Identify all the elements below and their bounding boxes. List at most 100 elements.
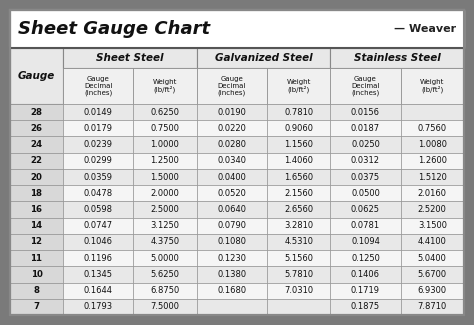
Bar	[10, 120, 63, 136]
Text: 1.2600: 1.2600	[418, 156, 447, 165]
Text: 0.0400: 0.0400	[218, 173, 246, 182]
Bar	[10, 282, 63, 299]
Text: 4.3750: 4.3750	[150, 238, 180, 246]
Text: Gauge
Decimal
(inches): Gauge Decimal (inches)	[84, 76, 112, 96]
Text: 2.1560: 2.1560	[284, 189, 313, 198]
Text: 6.9300: 6.9300	[418, 286, 447, 295]
Text: 0.0340: 0.0340	[217, 156, 246, 165]
Bar	[267, 250, 330, 266]
Text: 1.1560: 1.1560	[284, 140, 313, 149]
Bar	[197, 250, 267, 266]
Text: 0.1680: 0.1680	[217, 286, 246, 295]
Bar	[267, 169, 330, 185]
Text: 7.5000: 7.5000	[150, 302, 180, 311]
Bar	[330, 185, 401, 202]
Bar	[330, 218, 401, 234]
Bar	[267, 104, 330, 120]
Text: 0.1380: 0.1380	[217, 270, 246, 279]
Text: Stainless Steel: Stainless Steel	[354, 53, 440, 63]
Bar	[63, 299, 133, 315]
Text: 0.7810: 0.7810	[284, 108, 313, 117]
Text: 0.1793: 0.1793	[83, 302, 113, 311]
Text: 0.1644: 0.1644	[83, 286, 113, 295]
Bar	[401, 234, 464, 250]
Text: 0.0149: 0.0149	[84, 108, 113, 117]
Bar	[10, 48, 63, 104]
Bar	[267, 185, 330, 202]
Bar	[267, 218, 330, 234]
Bar	[133, 250, 197, 266]
Text: 2.0000: 2.0000	[151, 189, 180, 198]
Text: 5.6250: 5.6250	[150, 270, 180, 279]
Text: 7.0310: 7.0310	[284, 286, 313, 295]
Bar	[401, 282, 464, 299]
Text: 0.0747: 0.0747	[83, 221, 113, 230]
Bar	[330, 266, 401, 282]
Bar	[267, 266, 330, 282]
Text: 26: 26	[30, 124, 43, 133]
Bar	[267, 153, 330, 169]
Text: Galvanized Steel: Galvanized Steel	[215, 53, 312, 63]
Text: 0.7500: 0.7500	[150, 124, 180, 133]
Text: 0.0520: 0.0520	[218, 189, 246, 198]
Text: 0.1196: 0.1196	[83, 254, 113, 263]
Bar	[197, 218, 267, 234]
Text: 14: 14	[30, 221, 43, 230]
Text: 0.0299: 0.0299	[84, 156, 113, 165]
Bar	[63, 202, 133, 218]
Bar	[197, 136, 267, 153]
Text: 3.1500: 3.1500	[418, 221, 447, 230]
Text: 16: 16	[30, 205, 43, 214]
Text: 0.1719: 0.1719	[351, 286, 380, 295]
Text: 2.6560: 2.6560	[284, 205, 313, 214]
Text: 0.1046: 0.1046	[83, 238, 113, 246]
Bar	[10, 48, 464, 315]
Bar	[133, 282, 197, 299]
Bar	[267, 68, 330, 104]
Text: 0.0500: 0.0500	[351, 189, 380, 198]
Bar	[63, 68, 133, 104]
Bar	[10, 10, 464, 48]
Text: 1.4060: 1.4060	[284, 156, 313, 165]
Bar	[133, 234, 197, 250]
Text: 0.1080: 0.1080	[217, 238, 246, 246]
Text: 0.0220: 0.0220	[218, 124, 246, 133]
Bar	[330, 153, 401, 169]
Text: 0.0598: 0.0598	[83, 205, 113, 214]
Text: 0.0250: 0.0250	[351, 140, 380, 149]
Bar	[63, 169, 133, 185]
Text: 0.0190: 0.0190	[218, 108, 246, 117]
Text: 6.8750: 6.8750	[150, 286, 180, 295]
Bar	[197, 48, 330, 68]
Bar	[133, 185, 197, 202]
Bar	[330, 104, 401, 120]
Text: 0.0312: 0.0312	[351, 156, 380, 165]
Text: 0.7560: 0.7560	[418, 124, 447, 133]
Bar	[267, 234, 330, 250]
Text: Sheet Steel: Sheet Steel	[96, 53, 164, 63]
Bar	[330, 282, 401, 299]
Text: 0.0280: 0.0280	[217, 140, 246, 149]
Bar	[197, 120, 267, 136]
Text: 7.8710: 7.8710	[418, 302, 447, 311]
Bar	[10, 185, 63, 202]
Bar	[133, 266, 197, 282]
Bar	[133, 169, 197, 185]
Bar	[197, 68, 267, 104]
Text: 0.1875: 0.1875	[351, 302, 380, 311]
Bar	[330, 48, 464, 68]
Text: 24: 24	[30, 140, 43, 149]
Text: 0.0359: 0.0359	[83, 173, 113, 182]
Text: 4.5310: 4.5310	[284, 238, 313, 246]
Text: 1.0080: 1.0080	[418, 140, 447, 149]
Text: 0.0187: 0.0187	[351, 124, 380, 133]
Bar	[133, 218, 197, 234]
Bar	[10, 299, 63, 315]
Bar	[133, 299, 197, 315]
Text: 0.1406: 0.1406	[351, 270, 380, 279]
Bar	[10, 169, 63, 185]
Bar	[63, 185, 133, 202]
Bar	[133, 68, 197, 104]
Bar	[330, 202, 401, 218]
Bar	[133, 202, 197, 218]
